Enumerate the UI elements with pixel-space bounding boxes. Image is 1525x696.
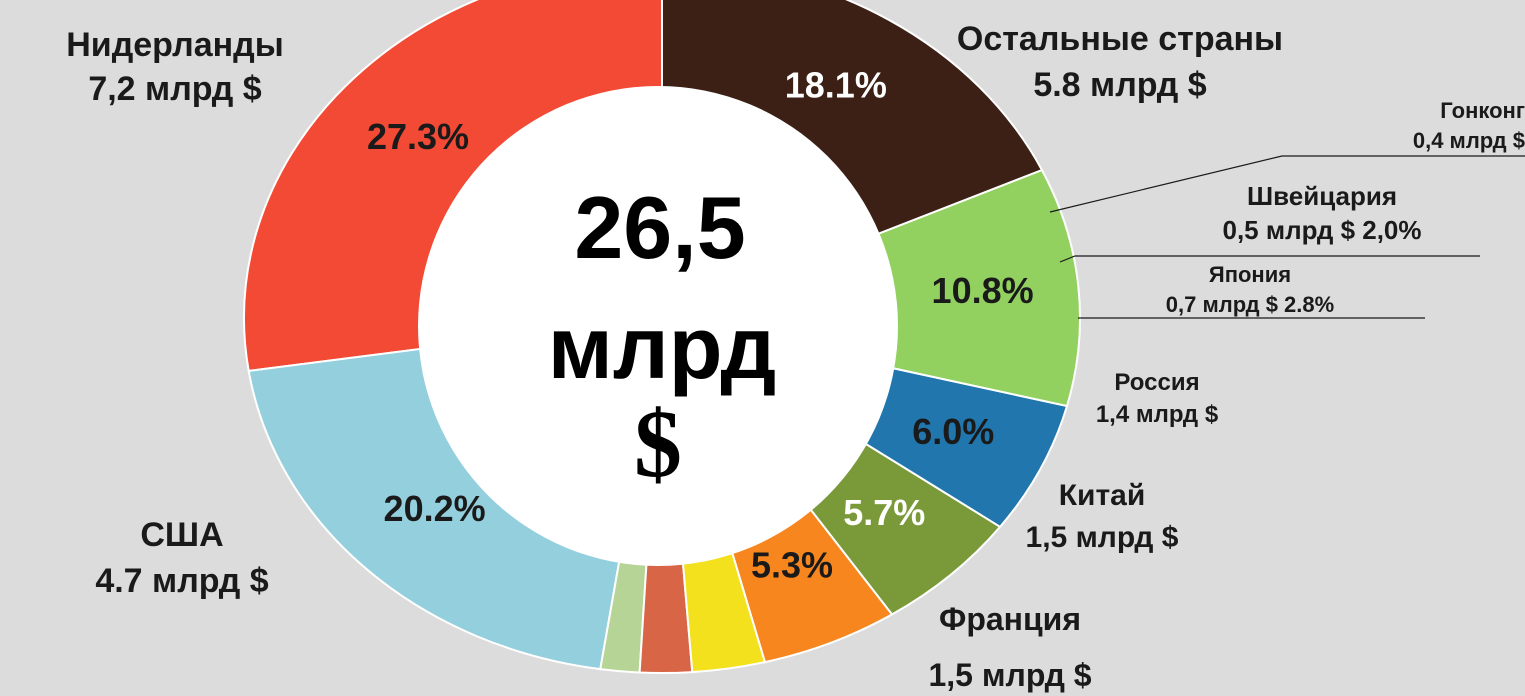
country-amount-2: 0,4 млрд $ xyxy=(1413,128,1525,153)
country-name-2: Гонконг xyxy=(1440,98,1525,123)
country-name-4: Япония xyxy=(1209,262,1291,287)
country-name-6: Китай xyxy=(1059,479,1146,512)
country-amount-5: 1,4 млрд $ xyxy=(1096,401,1219,428)
country-name-5: Россия xyxy=(1114,369,1199,396)
country-name-9: США xyxy=(140,516,223,554)
country-amount-1: 5.8 млрд $ xyxy=(1033,66,1206,104)
leader-lines xyxy=(1049,155,1525,319)
center-hole xyxy=(418,86,898,566)
leader-line-2 xyxy=(1049,155,1525,213)
leader-line-3 xyxy=(1059,255,1480,263)
center-total-unit: млрд xyxy=(548,298,776,397)
percent-label-8: 10.8% xyxy=(932,270,1034,311)
percent-label-1: 20.2% xyxy=(384,488,486,529)
percent-label-6: 5.7% xyxy=(843,492,925,533)
country-amount-3: 0,5 млрд $ 2,0% xyxy=(1222,215,1421,245)
country-name-7: Франция xyxy=(939,601,1081,637)
percent-label-0: 27.3% xyxy=(367,116,469,157)
center-currency-symbol: $ xyxy=(634,390,682,497)
country-name-3: Швейцария xyxy=(1247,181,1397,211)
percent-labels: 27.3% 20.2% 5.3%5.7% 6.0% 10.8% 18.1% xyxy=(367,64,1034,585)
country-amount-6: 1,5 млрд $ xyxy=(1026,521,1179,554)
percent-label-5: 5.3% xyxy=(751,545,833,586)
country-name-0: Нидерланды xyxy=(66,26,284,64)
country-amount-0: 7,2 млрд $ xyxy=(88,70,261,108)
country-amount-4: 0,7 млрд $ 2.8% xyxy=(1166,292,1334,317)
external-labels: Нидерланды 7,2 млрд $ Остальные страны 5.8 … xyxy=(66,20,1525,693)
country-amount-9: 4.7 млрд $ xyxy=(95,562,268,600)
country-name-1: Остальные страны xyxy=(957,20,1283,58)
center-total-value: 26,5 xyxy=(574,178,745,277)
percent-label-7: 6.0% xyxy=(912,411,994,452)
percent-label-9: 18.1% xyxy=(785,64,887,105)
country-amount-7: 1,5 млрд $ xyxy=(928,657,1091,693)
